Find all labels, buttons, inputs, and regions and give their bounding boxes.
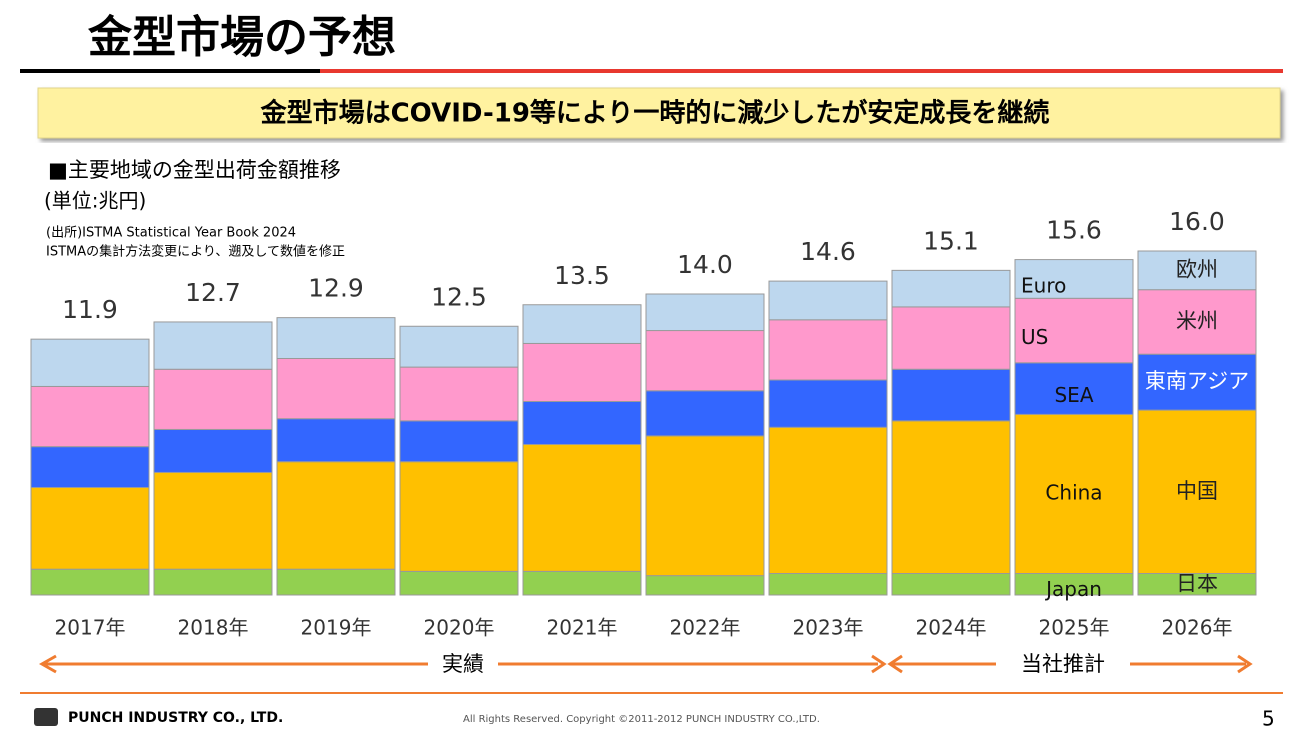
bar-segment bbox=[522, 342, 642, 403]
bar-segment bbox=[1137, 289, 1257, 355]
total-label: 12.9 bbox=[308, 274, 364, 303]
annotation: 当社推計 bbox=[1021, 652, 1105, 676]
segment-label: 東南アジア bbox=[1145, 369, 1249, 393]
segment-label: 米州 bbox=[1176, 309, 1218, 333]
bar-segment bbox=[891, 306, 1011, 370]
bar-segment bbox=[1014, 413, 1134, 574]
segment-label: SEA bbox=[1054, 383, 1093, 407]
slide-title: 金型市場の予想 bbox=[87, 12, 396, 63]
chart-heading: ■主要地域の金型出荷金額推移 bbox=[48, 158, 341, 182]
x-tick-label: 2020年 bbox=[424, 616, 495, 640]
segment-label: Japan bbox=[1044, 577, 1102, 601]
x-tick-label: 2021年 bbox=[547, 616, 618, 640]
bar-segment bbox=[1137, 250, 1257, 291]
bar-segment bbox=[645, 293, 765, 332]
bar-segment bbox=[1137, 409, 1257, 574]
segment-label: 中国 bbox=[1176, 479, 1218, 503]
bar-segment bbox=[891, 420, 1011, 574]
x-tick-label: 2018年 bbox=[178, 616, 249, 640]
bar-segment bbox=[276, 418, 396, 463]
bar-segment bbox=[1014, 259, 1134, 299]
x-tick-label: 2024年 bbox=[916, 616, 987, 640]
bar-segment bbox=[522, 304, 642, 344]
period-arrows bbox=[38, 654, 1253, 674]
segment-label: China bbox=[1045, 480, 1102, 504]
bar-segment bbox=[30, 568, 150, 596]
bar-segment bbox=[768, 379, 888, 428]
bar-segment bbox=[645, 330, 765, 392]
company: PUNCH INDUSTRY CO., LTD. bbox=[68, 710, 283, 726]
source-note: (出所)ISTMA Statistical Year Book 2024 bbox=[46, 226, 296, 241]
bar-segment bbox=[768, 319, 888, 381]
segment-label: Euro bbox=[1021, 273, 1066, 297]
total-label: 11.9 bbox=[62, 295, 118, 324]
bar-segment bbox=[1014, 297, 1134, 364]
x-tick-label: 2026年 bbox=[1162, 616, 1233, 640]
bar-segment bbox=[645, 575, 765, 596]
copyright: All Rights Reserved. Copyright ©2011-201… bbox=[463, 714, 820, 725]
bar-segment bbox=[891, 269, 1011, 308]
bar-segment bbox=[30, 338, 150, 387]
page-number: 5 bbox=[1262, 707, 1275, 731]
x-tick-label: 2017年 bbox=[55, 616, 126, 640]
segment-label: 欧州 bbox=[1176, 257, 1218, 281]
annotation: 実績 bbox=[442, 652, 484, 676]
total-label: 12.5 bbox=[431, 282, 487, 311]
bar-segment bbox=[153, 471, 273, 570]
total-label: 15.6 bbox=[1046, 216, 1102, 245]
bar-segment bbox=[522, 401, 642, 445]
bar-segment bbox=[768, 426, 888, 574]
bar-segment bbox=[891, 573, 1011, 596]
bar-segment bbox=[399, 325, 519, 368]
bar-segment bbox=[30, 446, 150, 488]
bar-segment bbox=[153, 321, 273, 370]
bar-segment bbox=[153, 568, 273, 596]
bar-segment bbox=[1014, 362, 1134, 415]
bar-segment bbox=[30, 385, 150, 448]
banner-text: 金型市場はCOVID-19等により一時的に減少したが安定成長を継続 bbox=[260, 98, 1050, 129]
total-label: 14.0 bbox=[677, 250, 733, 279]
bar-segment bbox=[276, 317, 396, 359]
x-tick-label: 2025年 bbox=[1039, 616, 1110, 640]
bar-segment bbox=[153, 428, 273, 473]
bar-segment bbox=[399, 420, 519, 463]
source-note: ISTMAの集計方法変更により、遡及して数値を修正 bbox=[46, 244, 345, 260]
total-label: 13.5 bbox=[554, 261, 610, 290]
segment-label: 日本 bbox=[1176, 571, 1218, 595]
bar-segment bbox=[30, 487, 150, 570]
bar-segment bbox=[276, 568, 396, 596]
bar-segment bbox=[276, 461, 396, 570]
x-tick-label: 2019年 bbox=[301, 616, 372, 640]
logo bbox=[34, 708, 58, 726]
banner bbox=[37, 87, 1281, 139]
segment-label: US bbox=[1021, 325, 1048, 349]
total-label: 15.1 bbox=[923, 226, 979, 255]
total-label: 12.7 bbox=[185, 278, 241, 307]
bar-segment bbox=[645, 390, 765, 437]
bar-segment bbox=[153, 368, 273, 430]
bar-segment bbox=[891, 368, 1011, 422]
unit-note: (単位:兆円) bbox=[44, 189, 146, 213]
bar-segment bbox=[399, 461, 519, 572]
bar-segment bbox=[768, 280, 888, 321]
bar-segment bbox=[522, 444, 642, 572]
total-label: 16.0 bbox=[1169, 207, 1225, 236]
bar-segment bbox=[399, 366, 519, 422]
bar-segment bbox=[399, 570, 519, 596]
x-tick-label: 2022年 bbox=[670, 616, 741, 640]
bar-segment bbox=[276, 358, 396, 420]
total-label: 14.6 bbox=[800, 237, 856, 266]
x-tick-label: 2023年 bbox=[793, 616, 864, 640]
bar-segment bbox=[768, 573, 888, 596]
bar-segment bbox=[645, 435, 765, 577]
bar-segment bbox=[522, 570, 642, 596]
